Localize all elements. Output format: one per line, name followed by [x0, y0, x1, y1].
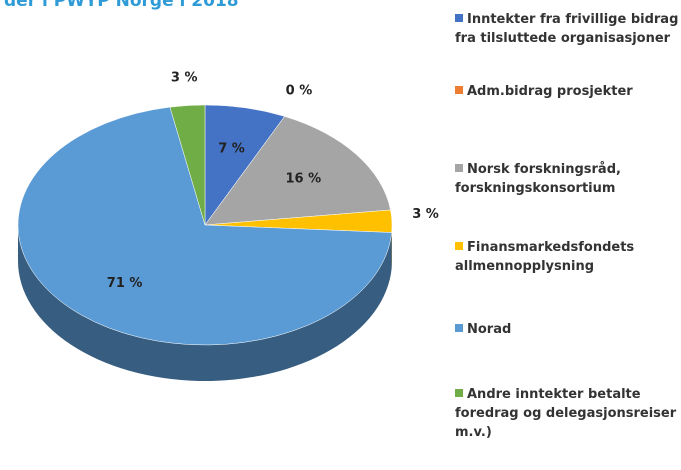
legend-label: Norsk forskningsråd, forskningskonsortiu… — [455, 162, 621, 196]
legend-label: Andre inntekter betalte foredrag og dele… — [455, 387, 677, 440]
legend-label: Adm.bidrag prosjekter — [467, 84, 633, 99]
legend-item: Norad — [455, 320, 680, 339]
legend-swatch — [455, 324, 463, 332]
data-label: 0 % — [286, 83, 313, 98]
legend-swatch — [455, 164, 463, 172]
pie-area: 7 % 0 % 16 % 3 % 71 % 3 % — [17, 71, 439, 382]
slice-side — [18, 225, 392, 382]
data-label: 3 % — [412, 207, 439, 222]
data-label: 16 % — [286, 172, 322, 187]
data-label: 3 % — [171, 71, 198, 86]
legend-label: Norad — [467, 322, 512, 337]
legend-swatch — [455, 86, 463, 94]
legend-item: Norsk forskningsråd, forskningskonsortiu… — [455, 160, 680, 198]
data-label: 7 % — [218, 141, 245, 156]
slice — [17, 106, 392, 346]
legend-label: Inntekter fra frivillige bidrag fra tils… — [455, 12, 679, 46]
data-label: 71 % — [107, 276, 143, 291]
legend-label: Finansmarkedsfondets allmennopplysning — [455, 240, 635, 274]
legend-item: Finansmarkedsfondets allmennopplysning — [455, 238, 680, 276]
legend-item: Inntekter fra frivillige bidrag fra tils… — [455, 10, 680, 48]
legend-item: Adm.bidrag prosjekter — [455, 82, 680, 101]
slice — [204, 116, 391, 226]
chart-title: der i PWYP Norge i 2018 — [4, 0, 239, 11]
legend-swatch — [455, 242, 463, 250]
legend-swatch — [455, 14, 463, 22]
legend-swatch — [455, 389, 463, 397]
slice — [169, 104, 206, 226]
legend-item: Andre inntekter betalte foredrag og dele… — [455, 385, 680, 442]
